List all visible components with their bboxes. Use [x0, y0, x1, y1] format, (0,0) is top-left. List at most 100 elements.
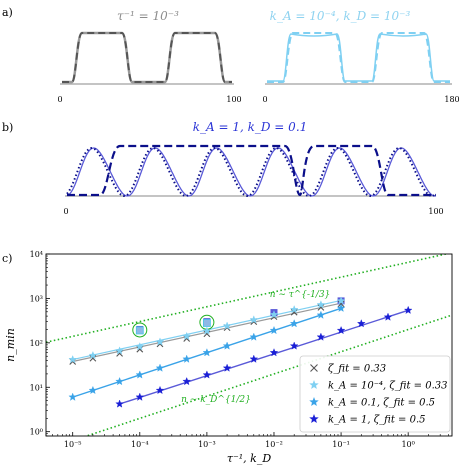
legend-label-0: ζ_fit = 0.33 [328, 364, 386, 375]
panel-b-dashed-curve [67, 144, 436, 197]
panel-c-frame [45, 253, 453, 437]
series-3-point [249, 354, 259, 363]
highlight-circle-0 [132, 322, 148, 338]
legend-label-2: k_A = 0.1, ζ_fit = 0.5 [328, 398, 435, 409]
legend-label-3: k_A = 1, ζ_fit = 0.5 [328, 415, 426, 426]
x-tick-label: 10⁻¹ [332, 440, 350, 449]
series-1-point [68, 355, 78, 364]
y-tick-label: 10¹ [30, 383, 43, 392]
x-tick-label: 10⁻³ [198, 440, 216, 449]
square-marker-light [202, 319, 211, 327]
panel-c-label: c) [2, 252, 12, 265]
panel-b-curves [66, 144, 437, 198]
series-0-point [136, 345, 144, 353]
x-tick-label: 10⁻² [265, 440, 283, 449]
series-3-point [383, 312, 393, 321]
panel-c-plot: 10⁻⁵ 10⁻⁴ 10⁻³ 10⁻² 10⁻¹ 10⁰ 10⁰ 10¹ 10² 10³ 10⁴ τ⁻… [4, 250, 453, 465]
series-3-point [336, 325, 346, 335]
series-2-point [88, 385, 98, 395]
y-axis-label: n_min [4, 328, 17, 362]
panel-b-title: k_A = 1, k_D = 0.1 [193, 120, 308, 134]
series-0-point [317, 303, 325, 311]
panel-a-right-curves [267, 32, 450, 83]
series-2-point [202, 348, 212, 357]
panel-a-left-tick-0: 0 [57, 95, 62, 104]
legend-label-1: k_A = 10⁻⁴, ζ_fit = 0.33 [328, 381, 448, 392]
series-3-point [403, 305, 413, 314]
panel-a-right-dashed-curve [267, 32, 450, 83]
series-1-point [202, 326, 212, 335]
series-2-point [68, 392, 78, 401]
x-axis-label: τ⁻¹, k_D [227, 452, 271, 465]
panel-b-solid-curve [66, 147, 437, 197]
series-3-point [202, 370, 212, 379]
series-2-point [182, 354, 192, 363]
series-0-point [89, 354, 97, 362]
square-marker-light [135, 326, 144, 335]
series-1-point [182, 331, 192, 341]
panel-a-left-title: τ⁻¹ = 10⁻³ [117, 9, 179, 23]
series-3-point [222, 363, 232, 372]
panel-b-label: b) [2, 121, 13, 134]
y-tick-label: 10³ [30, 294, 43, 303]
series-2-point [249, 332, 259, 341]
x-tick-label: 10⁻⁴ [131, 440, 149, 449]
panel-a-left-solid-curve [62, 31, 232, 84]
panel-a-right-tick-1: 180 [444, 95, 459, 104]
series-2-point [269, 325, 279, 335]
legend-box [299, 355, 451, 433]
panel-a-left-curves [62, 31, 232, 84]
legend-marker-1 [309, 379, 319, 390]
series-1-point [222, 321, 232, 330]
series-3-point [155, 385, 165, 395]
series-1-point [269, 310, 279, 319]
series-1-point [249, 315, 259, 324]
series-3-point [269, 348, 279, 357]
x-tick-label: 10⁻⁵ [64, 440, 82, 449]
series-2-point [336, 303, 346, 312]
series-1-point [88, 350, 98, 360]
legend-marker-2 [309, 396, 319, 407]
series-3-point [182, 376, 192, 386]
y-tick-label: 10⁴ [30, 250, 43, 259]
series-0-point [337, 300, 345, 308]
series-1-point [155, 337, 165, 346]
guide-line-1 [84, 314, 452, 436]
series-0-point [290, 308, 298, 316]
legend-marker-3 [309, 413, 319, 424]
panel-a-right-solid-curve [267, 33, 450, 82]
series-1-point [316, 300, 326, 309]
legend-marker-0 [310, 364, 318, 372]
series-3-point [316, 332, 326, 341]
series-2-point [115, 376, 124, 386]
series-3-point [115, 399, 124, 408]
series-1-point [289, 305, 299, 314]
guide-line-0 [46, 254, 450, 344]
series-3-point [289, 341, 299, 350]
series-3-point [356, 319, 366, 328]
x-tick-label: 10⁰ [401, 440, 414, 449]
series-2-point [222, 341, 232, 350]
panel-a-right-tick-0: 0 [262, 95, 267, 104]
series-2-point [289, 319, 299, 328]
panel-a-label: a) [2, 6, 13, 19]
panel-a-left-dashed-curve [62, 32, 232, 83]
guide-label-1: n ∼ k_D^{1/2} [181, 395, 251, 405]
series-2-point [316, 310, 326, 319]
series-0-point [203, 330, 211, 338]
panel-a-right-title: k_A = 10⁻⁴, k_D = 10⁻³ [270, 9, 411, 23]
series-2-point [135, 370, 145, 379]
panel-a-left-tick-1: 100 [226, 95, 241, 104]
series-2-point [155, 363, 165, 372]
panel-b-tick-0: 0 [63, 207, 68, 216]
series-1-point [336, 296, 346, 305]
y-tick-label: 10² [30, 339, 43, 348]
series-1-point [135, 342, 145, 351]
series-1-point [115, 346, 124, 355]
series-3-point [135, 392, 145, 401]
y-tick-label: 10⁰ [30, 428, 43, 437]
series-0-point [116, 349, 123, 357]
guide-label-0: n ∼ τ^{-1/3} [270, 290, 331, 300]
panel-b-tick-1: 100 [428, 207, 443, 216]
